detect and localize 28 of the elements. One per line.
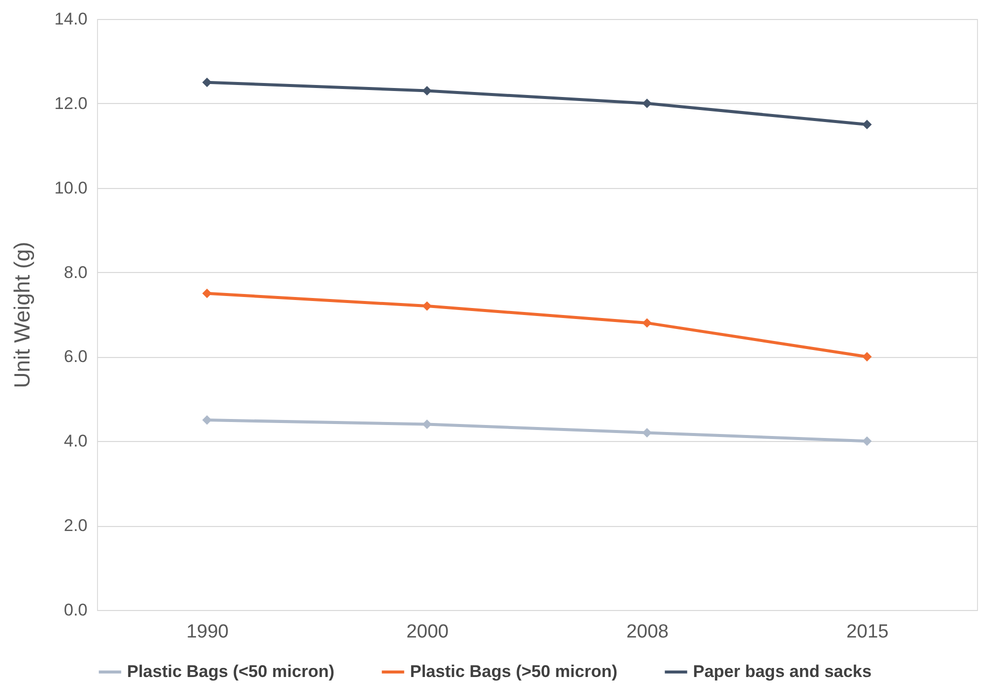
point [862,352,872,362]
x-tick-label: 2015 [846,622,889,642]
y-tick-label: 14.0 [54,10,88,28]
point [202,288,212,298]
point [202,78,212,88]
y-tick-label: 6.0 [64,347,88,366]
legend-label: Plastic Bags (>50 micron) [410,662,618,681]
point [422,301,432,311]
y-tick-label: 12.0 [54,94,88,113]
y-tick-label: 4.0 [64,432,88,451]
point [862,120,872,130]
legend-label: Paper bags and sacks [693,662,872,681]
y-axis-title: Unit Weight (g) [9,242,34,388]
point [422,86,432,96]
point [202,415,212,425]
legend-label: Plastic Bags (<50 micron) [127,662,334,681]
point [862,436,872,446]
point [642,98,652,108]
x-tick-label: 2008 [626,622,669,642]
y-tick-label: 8.0 [64,262,88,282]
y-tick-label: 0.0 [64,600,88,620]
x-tick-label: 1990 [186,622,229,642]
point [422,420,432,429]
point [642,318,652,328]
y-tick-label: 10.0 [54,178,88,198]
point [642,428,652,438]
y-tick-label: 2.0 [64,516,88,536]
x-tick-label: 2000 [406,622,449,642]
